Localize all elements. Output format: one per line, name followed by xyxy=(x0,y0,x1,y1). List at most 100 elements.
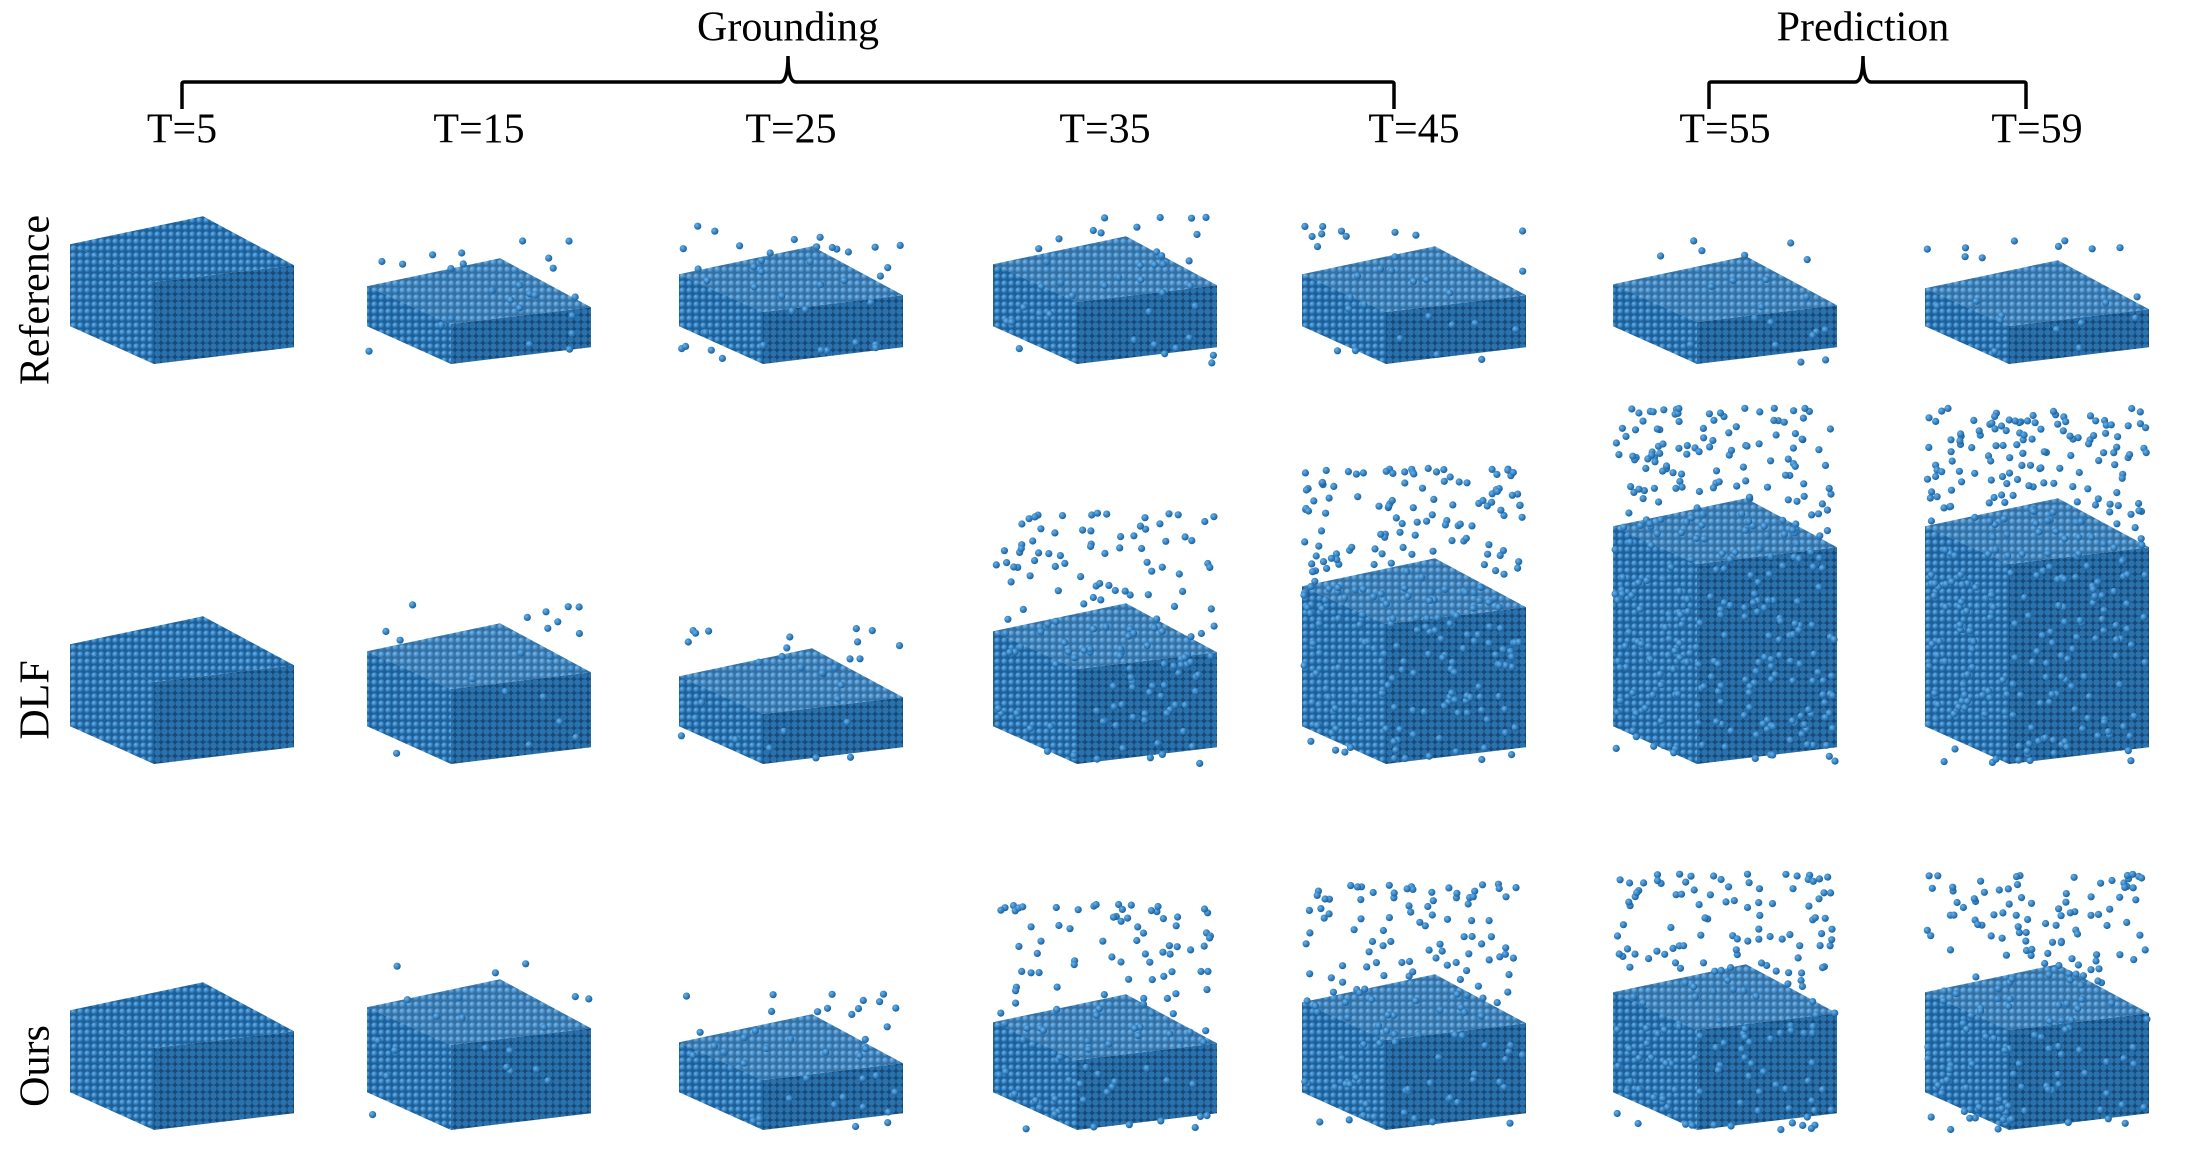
particle xyxy=(1925,1055,1932,1062)
particle xyxy=(824,1005,831,1012)
particle xyxy=(2023,748,2030,755)
particle xyxy=(2100,540,2107,547)
particle xyxy=(1478,707,1485,714)
particle xyxy=(1051,1095,1058,1102)
particle xyxy=(884,1023,891,1030)
particle xyxy=(1790,445,1797,452)
particle xyxy=(1099,938,1106,945)
particle xyxy=(1808,1097,1815,1104)
particle xyxy=(2132,524,2139,531)
particle xyxy=(1059,512,1066,519)
particle xyxy=(1196,760,1203,767)
particle xyxy=(1643,577,1650,584)
particle xyxy=(1675,405,1682,412)
particle xyxy=(719,355,726,362)
particle xyxy=(797,664,804,671)
particle xyxy=(2013,441,2020,448)
particle xyxy=(1613,745,1620,752)
particle xyxy=(1004,616,1011,623)
particle xyxy=(1947,946,1954,953)
particle xyxy=(1626,964,1633,971)
particle xyxy=(2033,648,2040,655)
particle xyxy=(1999,909,2006,916)
particle xyxy=(1347,294,1354,301)
particle xyxy=(2085,715,2092,722)
particle xyxy=(1001,1020,1008,1027)
particle xyxy=(2035,528,2042,535)
particle xyxy=(1640,879,1647,886)
particle xyxy=(1710,417,1717,424)
particle xyxy=(1188,537,1195,544)
box-side xyxy=(154,1031,294,1130)
particle xyxy=(1755,579,1762,586)
particle xyxy=(2018,1084,2025,1091)
particle xyxy=(1619,574,1626,581)
particle xyxy=(1996,886,2003,893)
particle xyxy=(1497,625,1504,632)
particle-panel xyxy=(367,601,591,764)
particle xyxy=(1012,987,1019,994)
particle xyxy=(1968,645,1975,652)
particle xyxy=(1032,1097,1039,1104)
particle xyxy=(1789,885,1796,892)
particle xyxy=(685,638,692,645)
particle xyxy=(2065,970,2072,977)
particle xyxy=(1631,951,1638,958)
particle xyxy=(1360,469,1367,476)
particle xyxy=(1353,471,1360,478)
particle xyxy=(1991,348,1998,355)
particle xyxy=(1717,682,1724,689)
particle xyxy=(1614,596,1621,603)
particle xyxy=(1933,302,1940,309)
particle xyxy=(1036,1104,1043,1111)
particle xyxy=(872,344,879,351)
particle xyxy=(1488,933,1495,940)
particle xyxy=(1141,514,1148,521)
row-label: DLF xyxy=(13,660,59,739)
particle xyxy=(1819,565,1826,572)
particle xyxy=(741,1060,748,1067)
particle xyxy=(1206,564,1213,571)
particle xyxy=(1403,568,1410,575)
particle xyxy=(1370,593,1377,600)
particle xyxy=(1756,408,1763,415)
particle xyxy=(1380,927,1387,934)
particle xyxy=(1029,1041,1036,1048)
particle xyxy=(1744,904,1751,911)
particle xyxy=(1497,507,1504,514)
particle xyxy=(847,754,854,761)
particle xyxy=(2005,1102,2012,1109)
particle xyxy=(721,701,728,708)
particle xyxy=(1700,683,1707,690)
particle xyxy=(1687,556,1694,563)
particle xyxy=(829,244,836,251)
particle xyxy=(2094,732,2101,739)
particle xyxy=(1407,909,1414,916)
particle xyxy=(1057,279,1064,286)
particle xyxy=(1179,588,1186,595)
particle xyxy=(758,257,765,264)
particle xyxy=(1506,1120,1513,1127)
particle xyxy=(1471,320,1478,327)
particle xyxy=(1932,473,1939,480)
particle xyxy=(780,728,787,735)
particle xyxy=(1112,587,1119,594)
particle xyxy=(1122,588,1129,595)
particle xyxy=(1335,615,1342,622)
particle xyxy=(756,1115,763,1122)
particle xyxy=(1484,551,1491,558)
particle xyxy=(1378,658,1385,665)
particle-panel xyxy=(1300,465,1526,764)
particle xyxy=(1052,563,1059,570)
particle xyxy=(1785,969,1792,976)
particle xyxy=(365,348,372,355)
particle xyxy=(2128,641,2135,648)
particle xyxy=(1992,756,1999,763)
particle xyxy=(1090,227,1097,234)
particle xyxy=(569,312,576,319)
particle xyxy=(789,308,796,315)
particle xyxy=(1701,914,1708,921)
particle xyxy=(1502,662,1509,669)
particle xyxy=(1615,451,1622,458)
particle xyxy=(1619,591,1626,598)
